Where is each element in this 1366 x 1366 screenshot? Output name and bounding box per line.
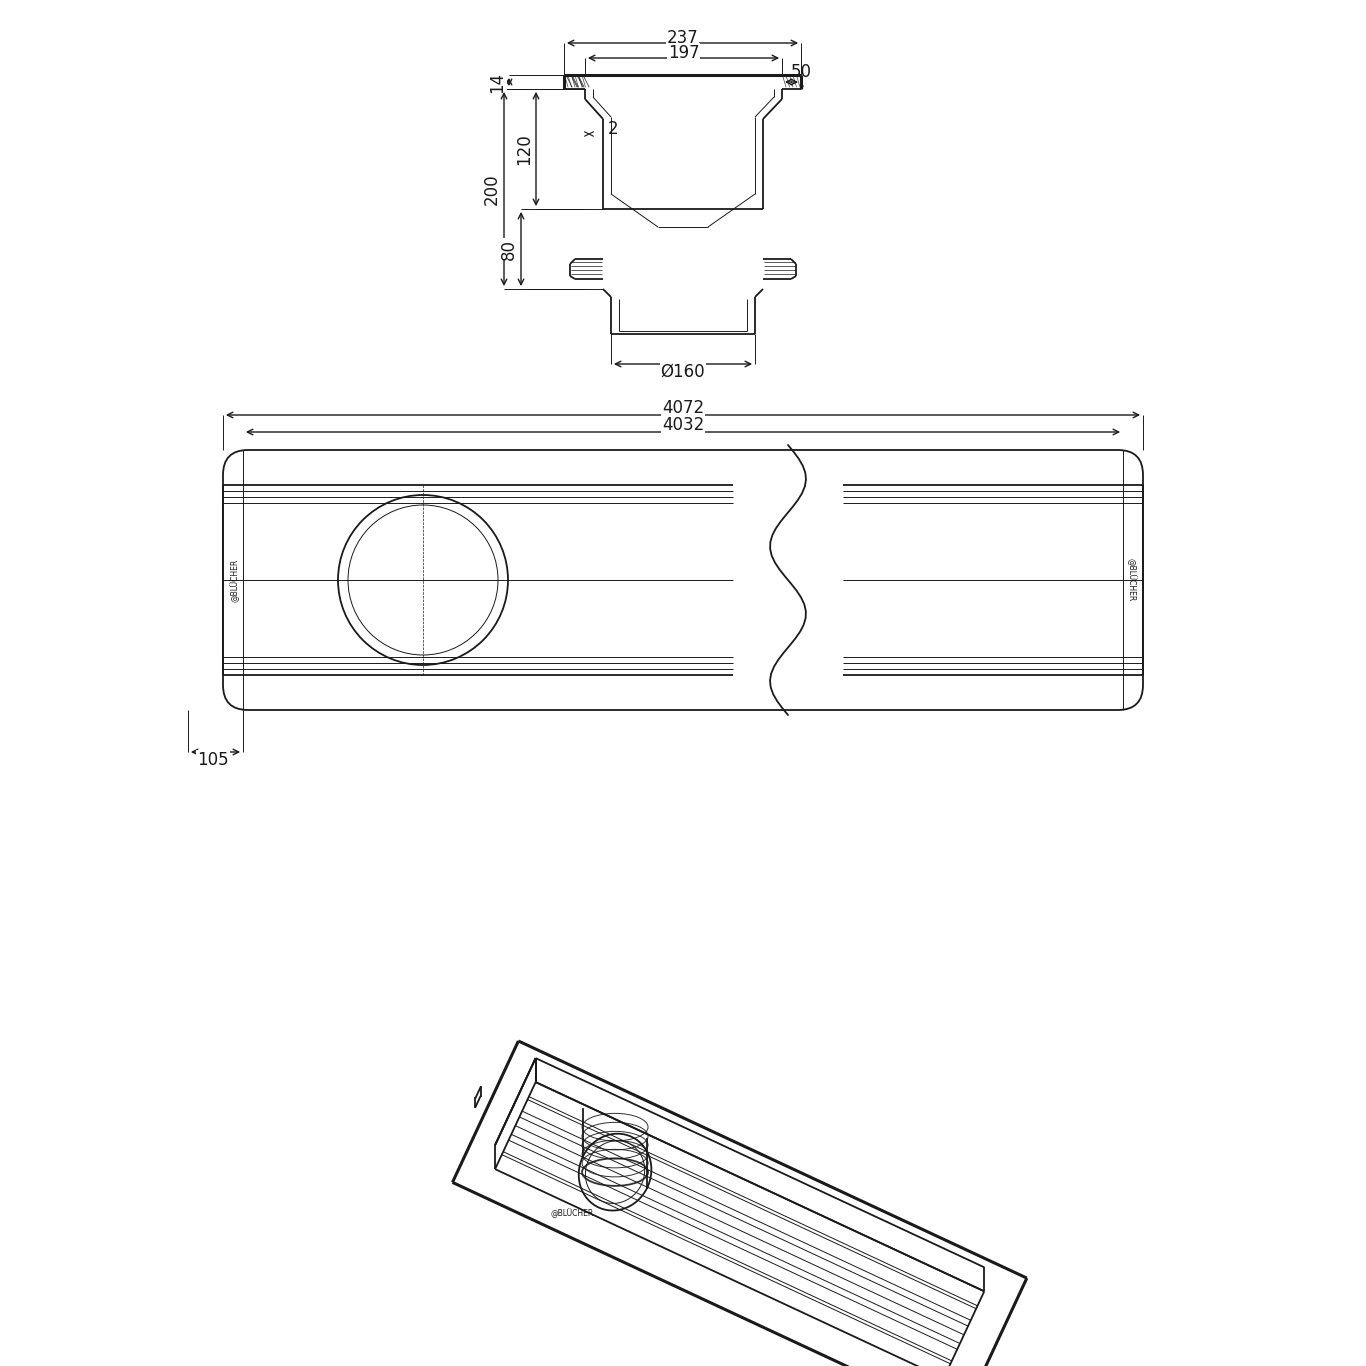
Text: @BLÜCHER: @BLÜCHER — [229, 559, 240, 601]
Text: @BLÜCHER: @BLÜCHER — [1126, 559, 1137, 601]
Text: 200: 200 — [484, 173, 501, 205]
Circle shape — [337, 494, 508, 665]
Text: 50: 50 — [791, 63, 811, 81]
FancyBboxPatch shape — [223, 449, 1143, 710]
Text: 237: 237 — [667, 29, 698, 46]
Text: 120: 120 — [515, 133, 533, 165]
Text: 80: 80 — [500, 239, 518, 260]
Text: Ø160: Ø160 — [661, 363, 705, 381]
Text: 4072: 4072 — [663, 399, 703, 417]
Text: 105: 105 — [197, 751, 229, 769]
Text: 2: 2 — [608, 120, 619, 138]
Text: 197: 197 — [668, 44, 699, 61]
Text: @BLÜCHER: @BLÜCHER — [550, 1208, 594, 1218]
Text: 14: 14 — [488, 71, 505, 93]
Text: 4032: 4032 — [663, 417, 703, 434]
